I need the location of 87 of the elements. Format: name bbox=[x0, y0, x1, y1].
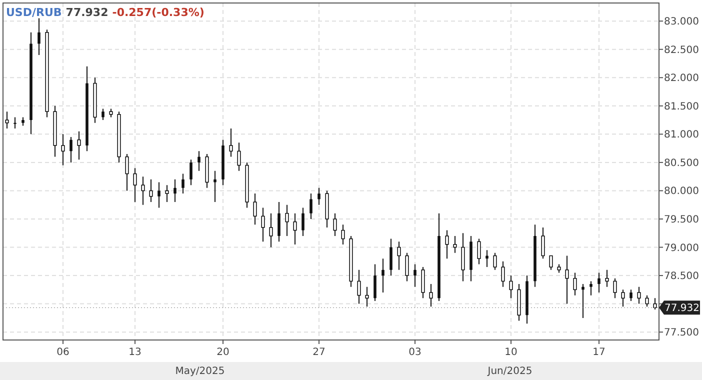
y-tick-label: 80.000 bbox=[664, 186, 699, 198]
y-tick-label: 77.500 bbox=[664, 328, 699, 339]
candlestick bbox=[501, 260, 505, 288]
candlestick bbox=[549, 255, 553, 270]
candlestick bbox=[333, 212, 337, 236]
candlestick bbox=[374, 264, 376, 302]
candlestick bbox=[38, 18, 40, 56]
candlestick bbox=[613, 278, 617, 299]
candlestick bbox=[318, 187, 320, 206]
candlestick bbox=[133, 168, 137, 203]
candlestick bbox=[477, 238, 481, 265]
text: May/2025 bbox=[175, 366, 225, 377]
candlestick bbox=[253, 193, 257, 226]
x-tick-label: 27 bbox=[312, 347, 326, 358]
candlestick bbox=[5, 111, 9, 130]
candlestick bbox=[61, 134, 65, 166]
candlestick bbox=[278, 202, 280, 242]
candlestick bbox=[414, 264, 416, 288]
candlestick bbox=[598, 272, 600, 294]
candlestick bbox=[174, 178, 176, 203]
chart-subtitle: 77.932 bbox=[66, 6, 108, 19]
candlestick bbox=[421, 266, 425, 299]
candlestick bbox=[182, 173, 184, 194]
candlestick bbox=[630, 289, 632, 302]
y-tick-label: 81.000 bbox=[664, 130, 699, 141]
candlestick bbox=[405, 252, 409, 282]
candlestick bbox=[70, 136, 72, 163]
candlestick bbox=[509, 275, 513, 299]
candlestick bbox=[653, 298, 657, 310]
x-tick-label: 20 bbox=[216, 347, 230, 358]
candlestick bbox=[125, 153, 129, 192]
candlestick bbox=[429, 284, 433, 308]
candlestick bbox=[237, 142, 241, 172]
candlestick bbox=[486, 250, 488, 268]
candlestick bbox=[229, 128, 233, 158]
candlestick bbox=[453, 235, 457, 254]
y-tick-label: 82.000 bbox=[664, 73, 699, 84]
candlestick bbox=[461, 232, 465, 282]
x-tick-label: 17 bbox=[592, 347, 606, 358]
candlestick bbox=[102, 108, 104, 121]
candlestick bbox=[14, 116, 16, 130]
candlestick bbox=[397, 241, 401, 270]
candlestick bbox=[365, 286, 369, 308]
candlestick bbox=[141, 176, 145, 206]
candlestick bbox=[214, 170, 216, 203]
candlestick bbox=[302, 207, 304, 236]
candlestick bbox=[565, 255, 569, 304]
y-tick-label: 81.500 bbox=[664, 101, 699, 112]
y-tick-label: 83.000 bbox=[664, 16, 699, 28]
candlestick bbox=[310, 193, 312, 220]
x-tick-label: 06 bbox=[56, 347, 70, 358]
candlestick bbox=[149, 178, 153, 203]
candlestick bbox=[390, 238, 392, 276]
candlestick bbox=[582, 284, 584, 318]
ref-line-label: 77.932 bbox=[664, 303, 700, 314]
candlestick bbox=[165, 184, 169, 203]
x-tick-label: 03 bbox=[408, 347, 422, 358]
y-tick-label: 79.000 bbox=[664, 242, 699, 254]
candlestick bbox=[357, 269, 361, 304]
candlestick bbox=[445, 230, 449, 260]
y-tick-label: 79.500 bbox=[664, 214, 699, 226]
candlestick bbox=[605, 269, 609, 288]
candlestick bbox=[493, 252, 497, 270]
candlestick bbox=[341, 224, 345, 245]
x-tick-label: 10 bbox=[504, 347, 518, 358]
candlestick bbox=[541, 226, 545, 260]
candlestick bbox=[77, 130, 81, 160]
text: Jun/2025 bbox=[486, 366, 532, 377]
candlestick bbox=[637, 286, 641, 304]
chart-title: USD/RUB bbox=[6, 6, 62, 19]
candlestick bbox=[621, 289, 625, 308]
candlestick bbox=[158, 182, 160, 208]
candlestick bbox=[382, 258, 384, 294]
candlestick bbox=[190, 159, 192, 186]
candlestick bbox=[573, 272, 577, 296]
candlestick bbox=[285, 204, 289, 236]
y-tick-label: 80.500 bbox=[664, 158, 699, 169]
candlestick bbox=[269, 212, 273, 248]
candlestick bbox=[645, 294, 649, 308]
candlestick bbox=[293, 212, 297, 245]
annotation: -0.257(-0.33%) bbox=[112, 6, 204, 19]
y-tick-label: 78.500 bbox=[664, 271, 699, 282]
x-tick-label: 13 bbox=[128, 347, 142, 358]
candlestick bbox=[261, 207, 265, 242]
y-tick-label: 82.500 bbox=[664, 44, 699, 56]
candlestick bbox=[198, 150, 200, 172]
candlestick bbox=[590, 280, 592, 296]
